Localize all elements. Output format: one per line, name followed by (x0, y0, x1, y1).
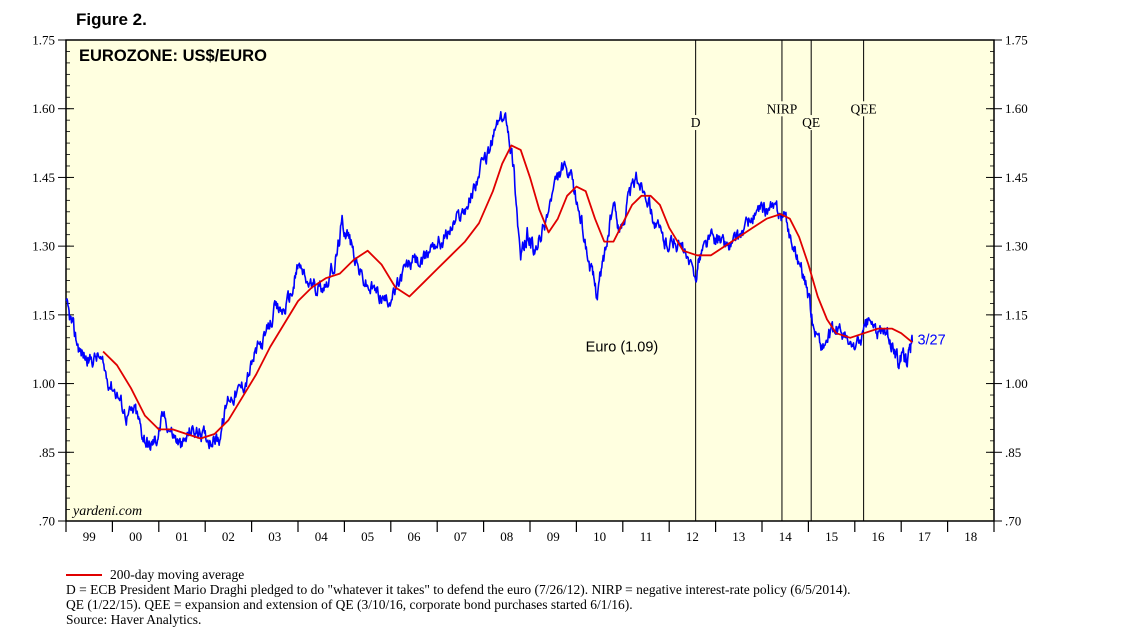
y-tick-label-right: 1.45 (1005, 170, 1028, 185)
watermark: yardeni.com (71, 504, 142, 519)
x-tick-label: 08 (500, 529, 513, 544)
event-label: NIRP (767, 101, 798, 116)
y-tick-label-right: 1.60 (1005, 101, 1028, 116)
y-tick-label-left: 1.15 (32, 307, 55, 322)
series-line-euro (65, 111, 914, 451)
y-tick-label-right: .85 (1005, 445, 1021, 460)
event-label-bg (689, 115, 703, 131)
footer: 200-day moving average D = ECB President… (66, 567, 851, 627)
annotations: Euro (1.09) 3/27 (586, 333, 946, 356)
x-tick-label: 02 (222, 529, 235, 544)
footnote-3: Source: Haver Analytics. (66, 612, 202, 627)
legend-label: 200-day moving average (110, 567, 245, 582)
y-tick-label-left: 1.60 (32, 101, 55, 116)
x-tick-label: 00 (129, 529, 142, 544)
event-label: QEE (850, 101, 876, 116)
y-tick-label-right: 1.15 (1005, 307, 1028, 322)
x-tick-label: 06 (408, 529, 422, 544)
event-label: QE (802, 115, 820, 130)
x-tick-label: 04 (315, 529, 329, 544)
x-tick-label: 11 (640, 529, 653, 544)
annotation-label: 3/27 (917, 333, 945, 349)
x-tick-label: 07 (454, 529, 468, 544)
x-tick-label: 16 (872, 529, 886, 544)
y-tick-label-right: 1.30 (1005, 239, 1028, 254)
legend-swatch (66, 573, 102, 576)
y-tick-label-right: .70 (1005, 514, 1021, 529)
y-tick-label-left: 1.30 (32, 239, 55, 254)
legend: 200-day moving average (66, 567, 851, 582)
x-tick-label: 09 (547, 529, 560, 544)
footnote-1: D = ECB President Mario Draghi pledged t… (66, 582, 851, 597)
x-tick-label: 17 (918, 529, 932, 544)
event-lines: D NIRP QE QEE (689, 40, 880, 521)
chart-title: EUROZONE: US$/EURO (79, 47, 267, 65)
x-tick-label: 01 (176, 529, 189, 544)
axis-ticks: 1.75 1.75 1.60 1.60 1.45 1.45 1.30 1.30 1.15 1.15… (32, 33, 1028, 545)
y-tick-label-right: 1.00 (1005, 376, 1028, 391)
y-tick-label-left: 1.00 (32, 376, 55, 391)
annotation-label: Euro (1.09) (586, 340, 659, 356)
y-tick-label-left: .85 (39, 445, 55, 460)
event-label-bg (761, 101, 802, 117)
x-tick-label: 05 (361, 529, 374, 544)
series-line-moving-average (102, 144, 913, 440)
event-label-bg (800, 115, 823, 131)
x-tick-label: 12 (686, 529, 699, 544)
y-tick-label-left: 1.75 (32, 33, 55, 48)
x-tick-label: 99 (83, 529, 96, 544)
x-tick-label: 18 (964, 529, 977, 544)
x-tick-label: 14 (779, 529, 793, 544)
series-lines (65, 111, 914, 451)
x-tick-label: 03 (268, 529, 281, 544)
y-tick-label-left: 1.45 (32, 170, 55, 185)
footnote-2: QE (1/22/15). QEE = expansion and extens… (66, 597, 633, 612)
x-tick-label: 10 (593, 529, 606, 544)
y-tick-label-left: .70 (39, 514, 55, 529)
event-label-bg (848, 101, 880, 117)
event-label: D (691, 115, 701, 130)
figure-label: Figure 2. (76, 10, 147, 29)
y-tick-label-right: 1.75 (1005, 33, 1028, 48)
x-tick-label: 15 (825, 529, 838, 544)
x-tick-label: 13 (732, 529, 745, 544)
